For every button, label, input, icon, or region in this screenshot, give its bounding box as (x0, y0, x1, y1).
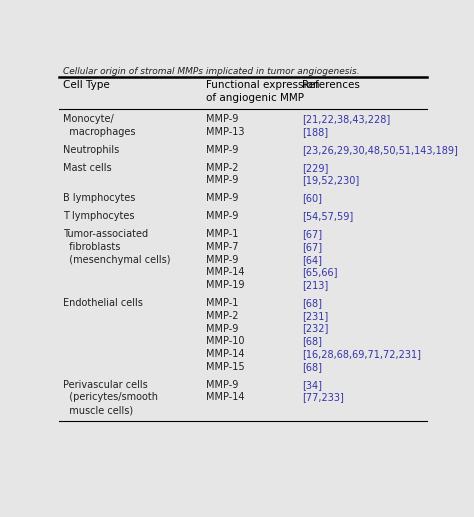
Text: Functional expression: Functional expression (206, 80, 319, 90)
Text: MMP-9: MMP-9 (206, 255, 238, 265)
Text: References: References (301, 80, 360, 90)
Text: MMP-9: MMP-9 (206, 193, 238, 203)
Text: [188]: [188] (301, 127, 328, 137)
Text: MMP-14: MMP-14 (206, 267, 245, 278)
Text: [21,22,38,43,228]: [21,22,38,43,228] (301, 114, 390, 124)
Text: [67]: [67] (301, 229, 322, 239)
Text: MMP-9: MMP-9 (206, 211, 238, 221)
Text: MMP-2: MMP-2 (206, 311, 239, 321)
Text: MMP-13: MMP-13 (206, 127, 245, 137)
Text: [19,52,230]: [19,52,230] (301, 175, 359, 186)
Text: Cell Type: Cell Type (63, 80, 109, 90)
Text: MMP-1: MMP-1 (206, 229, 238, 239)
Text: of angiogenic MMP: of angiogenic MMP (206, 93, 304, 103)
Text: MMP-2: MMP-2 (206, 163, 239, 173)
Text: [67]: [67] (301, 242, 322, 252)
Text: [68]: [68] (301, 298, 322, 308)
Text: fibroblasts: fibroblasts (63, 242, 120, 252)
Text: [54,57,59]: [54,57,59] (301, 211, 353, 221)
Text: T lymphocytes: T lymphocytes (63, 211, 135, 221)
Text: [231]: [231] (301, 311, 328, 321)
Text: [64]: [64] (301, 255, 322, 265)
Text: Neutrophils: Neutrophils (63, 145, 119, 155)
Text: MMP-14: MMP-14 (206, 349, 245, 359)
Text: MMP-15: MMP-15 (206, 362, 245, 372)
Text: [68]: [68] (301, 337, 322, 346)
Text: MMP-9: MMP-9 (206, 175, 238, 186)
Text: [68]: [68] (301, 362, 322, 372)
Text: Endothelial cells: Endothelial cells (63, 298, 143, 308)
Text: MMP-9: MMP-9 (206, 114, 238, 124)
Text: [60]: [60] (301, 193, 322, 203)
Text: MMP-19: MMP-19 (206, 280, 245, 290)
Text: [65,66]: [65,66] (301, 267, 337, 278)
Text: Cellular origin of stromal MMPs implicated in tumor angiogenesis.: Cellular origin of stromal MMPs implicat… (63, 67, 360, 76)
Text: MMP-9: MMP-9 (206, 324, 238, 333)
Text: MMP-14: MMP-14 (206, 392, 245, 402)
Text: MMP-10: MMP-10 (206, 337, 245, 346)
Text: [16,28,68,69,71,72,231]: [16,28,68,69,71,72,231] (301, 349, 421, 359)
Text: Perivascular cells: Perivascular cells (63, 379, 148, 390)
Text: Tumor-associated: Tumor-associated (63, 229, 148, 239)
Text: [34]: [34] (301, 379, 322, 390)
Text: macrophages: macrophages (63, 127, 136, 137)
Text: (pericytes/smooth: (pericytes/smooth (63, 392, 158, 402)
Text: [77,233]: [77,233] (301, 392, 344, 402)
Text: Monocyte/: Monocyte/ (63, 114, 114, 124)
Text: [229]: [229] (301, 163, 328, 173)
Text: [232]: [232] (301, 324, 328, 333)
Text: Mast cells: Mast cells (63, 163, 111, 173)
Text: muscle cells): muscle cells) (63, 405, 133, 415)
Text: MMP-7: MMP-7 (206, 242, 239, 252)
Text: MMP-9: MMP-9 (206, 145, 238, 155)
Text: MMP-9: MMP-9 (206, 379, 238, 390)
Text: (mesenchymal cells): (mesenchymal cells) (63, 255, 171, 265)
Text: [213]: [213] (301, 280, 328, 290)
Text: B lymphocytes: B lymphocytes (63, 193, 135, 203)
Text: [23,26,29,30,48,50,51,143,189]: [23,26,29,30,48,50,51,143,189] (301, 145, 457, 155)
Text: MMP-1: MMP-1 (206, 298, 238, 308)
